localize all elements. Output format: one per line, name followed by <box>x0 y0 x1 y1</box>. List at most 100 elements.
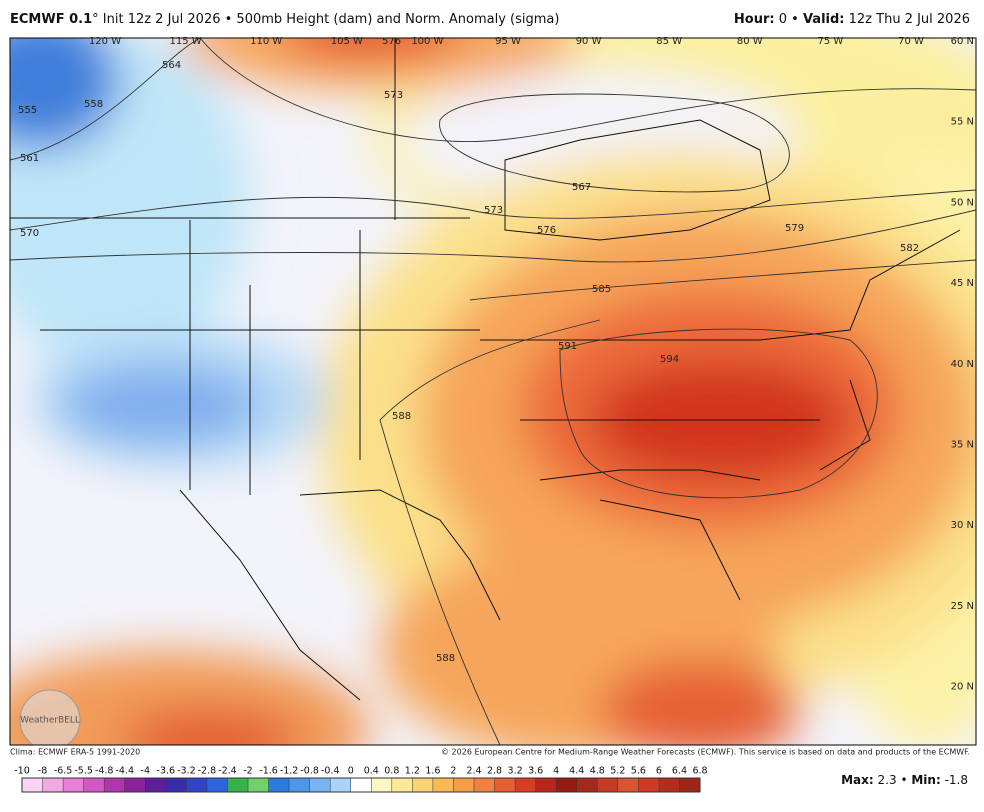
longitude-label: 70 W <box>898 36 924 47</box>
colorbar-tick-label: 3.2 <box>508 766 523 777</box>
latitude-label: 55 N <box>951 117 974 128</box>
separator: • <box>900 773 907 787</box>
colorbar-tick-label: 6.4 <box>672 766 687 777</box>
colorbar-tick-label: -4.8 <box>95 766 114 777</box>
colorbar-tick-label: -8 <box>38 766 47 777</box>
colorbar-cell <box>22 778 43 792</box>
contour-label: 573 <box>384 90 403 101</box>
contour-label: 558 <box>84 99 103 110</box>
colorbar-cell <box>165 778 187 792</box>
min-label: Min: <box>911 773 940 787</box>
climo: Clima: ECMWF ERA-5 1991-2020 <box>10 748 140 757</box>
colorbar-cell <box>289 778 310 792</box>
colorbar-tick-label: 2.4 <box>466 766 481 777</box>
colorbar: -10 -8 -6.5 -5.5 -4.8 -4.4 -4 -3.6 -3.2 -2.8 -2.4-… <box>14 766 708 793</box>
colorbar-cell <box>412 778 433 792</box>
colorbar-cell <box>248 778 269 792</box>
colorbar-tick-label: -6.5 <box>54 766 73 777</box>
colorbar-tick-label: -4.4 <box>115 766 134 777</box>
colorbar-tick-label: -2 <box>243 766 252 777</box>
latitude-label: 45 N <box>951 278 974 289</box>
colorbar-tick-label: 2.8 <box>487 766 502 777</box>
longitude-label: 75 W <box>818 36 844 47</box>
colorbar-cell <box>227 778 248 792</box>
colorbar-tick-label: 5.6 <box>631 766 646 777</box>
colorbar-cell <box>104 778 125 792</box>
colorbar-cell <box>309 778 331 792</box>
colorbar-cell <box>494 778 516 792</box>
map-frame <box>9 37 977 746</box>
latitude-label: 25 N <box>951 601 974 612</box>
hour: 0 <box>779 12 787 27</box>
colorbar-cell <box>83 778 105 792</box>
longitude-label: 80 W <box>737 36 763 47</box>
colorbar-cell <box>432 778 454 792</box>
colorbar-cell <box>330 778 351 792</box>
contour-label: 594 <box>660 354 679 365</box>
contour-label: 567 <box>572 182 591 193</box>
colorbar-cell <box>556 778 577 792</box>
stats: Max: 2.3 • Min: -1.8 <box>841 773 968 787</box>
colorbar-cell <box>453 778 474 792</box>
contour-label: 555 <box>18 105 37 116</box>
contour-label: 564 <box>162 60 181 71</box>
colorbar-tick-label: 1.6 <box>425 766 440 777</box>
colorbar-cell <box>597 778 618 792</box>
colorbar-tick-label: 4.4 <box>569 766 584 777</box>
colorbar-tick-label: 1.2 <box>405 766 420 777</box>
colorbar-tick-label: 0.8 <box>384 766 399 777</box>
latitude-label: 30 N <box>951 520 974 531</box>
colorbar-tick-label: -1.6 <box>259 766 278 777</box>
colorbar-tick-label: 5.2 <box>610 766 625 777</box>
colorbar-cell <box>391 778 413 792</box>
logo-badge <box>19 689 81 745</box>
logo: WeatherBELL <box>20 716 80 726</box>
colorbar-cell <box>576 778 598 792</box>
colorbar-tick-label: -3.2 <box>177 766 196 777</box>
max: 2.3 <box>878 773 897 787</box>
contour-label: 585 <box>592 284 611 295</box>
colorbar-tick-label: -5.5 <box>74 766 93 777</box>
colorbar-cell <box>124 778 146 792</box>
model: ECMWF 0.1 <box>10 12 92 27</box>
min: -1.8 <box>945 773 968 787</box>
colorbar-cell <box>268 778 290 792</box>
colorbar-cell <box>679 778 700 792</box>
colorbar-cell <box>371 778 392 792</box>
longitude-label: 85 W <box>656 36 682 47</box>
hour-label: Hour: <box>734 12 775 27</box>
colorbar-tick-label: 3.6 <box>528 766 543 777</box>
latitude-labels: 60 N 55 N 50 N 45 N 40 N 35 N 30 N 25 N 20 N <box>951 36 974 693</box>
longitude-label: 105 W <box>331 36 363 47</box>
latitude-label: 20 N <box>951 682 974 693</box>
colorbar-tick-label: 6 <box>656 766 662 777</box>
contour-label: 588 <box>392 411 411 422</box>
contour-label: 579 <box>785 223 804 234</box>
colorbar-cell <box>658 778 680 792</box>
longitude-label: 110 W <box>250 36 282 47</box>
contour-label: 588 <box>436 653 455 664</box>
colorbar-cell <box>206 778 228 792</box>
latitude-label: 40 N <box>951 359 974 370</box>
colorbar-tick-label: 0 <box>348 766 354 777</box>
colorbar-cell <box>63 778 84 792</box>
colorbar-tick-label: 4.8 <box>590 766 605 777</box>
longitude-label: 115 W <box>170 36 202 47</box>
contour-label: 576 <box>382 36 401 47</box>
longitude-labels: 120 W 115 W 110 W 105 W 100 W 95 W 90 W 85 W 80 … <box>89 36 924 47</box>
longitude-label: 95 W <box>495 36 521 47</box>
colorbar-cell <box>145 778 166 792</box>
valid: 12z Thu 2 Jul 2026 <box>849 12 970 27</box>
longitude-label: 90 W <box>576 36 602 47</box>
latitude-label: 35 N <box>951 440 974 451</box>
contour-label: 573 <box>484 205 503 216</box>
colorbar-tick-label: 2 <box>450 766 456 777</box>
header-right: Hour: 0 • Valid: 12z Thu 2 Jul 2026 <box>734 12 970 27</box>
longitude-label: 100 W <box>411 36 443 47</box>
contour-label: 591 <box>558 341 577 352</box>
contour-label: 570 <box>20 228 39 239</box>
colorbar-tick-label: -1.2 <box>280 766 299 777</box>
valid-label: Valid: <box>803 12 845 27</box>
